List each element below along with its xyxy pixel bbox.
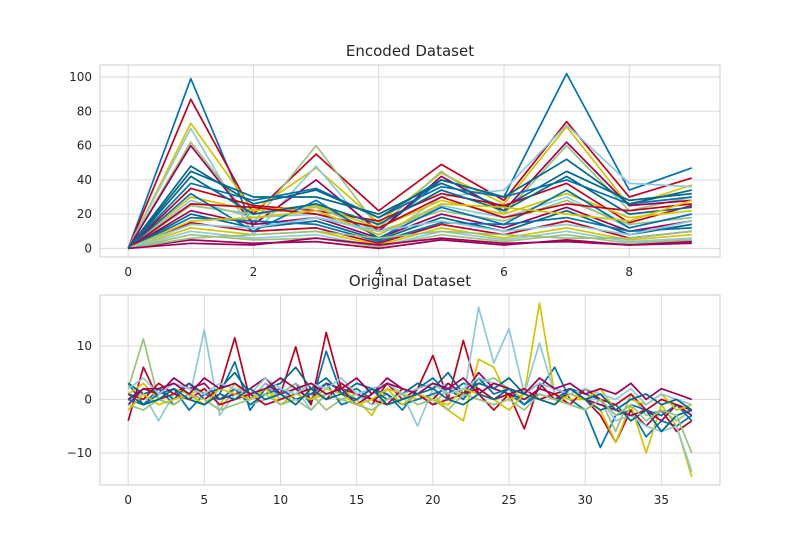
series-line-14 [127,209,692,250]
x-tick-label: 4 [375,265,383,279]
series-line-21 [127,175,692,249]
series-line-22 [127,189,692,250]
series-line-25 [127,216,692,250]
series-group [127,302,693,478]
y-tick-label: 100 [69,70,92,84]
x-tick-label: 5 [201,493,209,507]
y-tick-label: −10 [67,446,92,460]
series-line-18 [127,230,692,250]
axes-frame [99,294,721,486]
series-line-12 [127,199,692,250]
series-group [127,72,693,250]
series-line-10 [127,192,692,250]
y-tick-label: 0 [84,392,92,406]
x-tick-label: 15 [349,493,364,507]
series-line-13 [127,377,693,401]
series-line-23 [127,196,692,250]
x-tick-label: 25 [501,493,516,507]
x-tick-label: 35 [654,493,669,507]
series-line-3 [127,302,693,478]
series-line-8 [127,179,692,249]
y-tick-label: 80 [77,104,92,118]
series-line-2 [127,98,693,249]
chart-title: Original Dataset [349,272,471,290]
series-line-17 [127,227,692,250]
series-line-7 [127,366,693,433]
x-tick-label: 0 [124,493,132,507]
x-tick-label: 10 [273,493,288,507]
y-tick-label: 40 [77,173,92,187]
series-line-5 [127,338,693,433]
y-tick-label: 20 [77,207,92,221]
series-line-26 [128,230,692,250]
y-tick-label: 10 [77,339,92,353]
series-line-24 [127,199,693,250]
series-line-2 [127,331,693,444]
x-tick-label: 30 [578,493,593,507]
y-tick-label: 60 [77,139,92,153]
axes-frame [99,64,721,258]
series-line-1 [127,72,693,249]
x-tick-label: 2 [250,265,258,279]
series-line-14 [127,387,693,411]
y-tick-label: 0 [84,241,92,255]
series-line-27 [128,237,692,250]
x-tick-label: 6 [500,265,508,279]
x-tick-label: 0 [124,265,132,279]
x-tick-label: 20 [425,493,440,507]
chart-title: Encoded Dataset [346,42,474,60]
original-dataset-panel: 0 5 10 15 20 25 30 35 −10 0 10 Original Dataset [67,272,721,507]
x-tick-label: 8 [625,265,633,279]
series-line-12 [127,393,693,454]
series-line-28 [127,158,692,249]
tick-labels: 0 5 10 15 20 25 30 35 −10 0 10 [67,339,669,507]
